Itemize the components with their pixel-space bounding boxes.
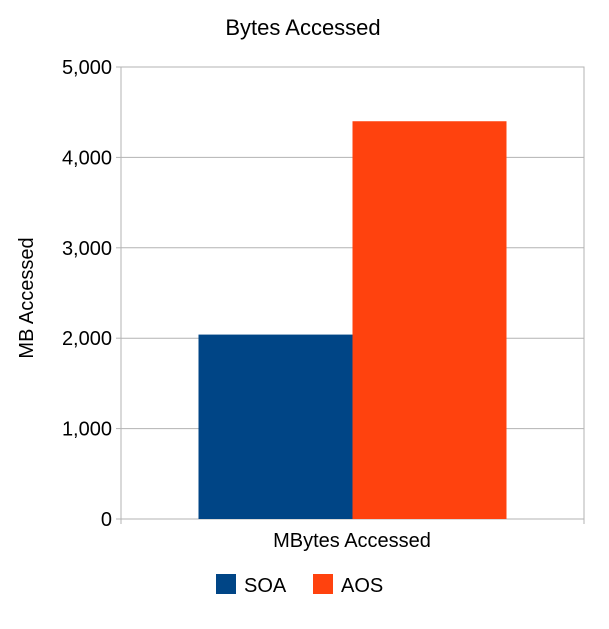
y-axis-ticks: 0 1,000 2,000 3,000 4,000 5,000: [62, 57, 585, 531]
bars: [198, 121, 507, 520]
legend-label-aos: AOS: [341, 575, 383, 597]
legend-label-soa: SOA: [244, 575, 287, 597]
legend-swatch-soa: [216, 574, 236, 594]
y-tick-label: 2,000: [62, 328, 112, 350]
y-axis-label: MB Accessed: [16, 237, 38, 358]
legend-swatch-aos: [313, 574, 333, 594]
legend: SOA AOS: [216, 574, 383, 597]
x-category-label: MBytes Accessed: [273, 530, 431, 552]
y-tick-label: 1,000: [62, 419, 112, 441]
bar-soa: [198, 334, 353, 519]
y-tick-label: 3,000: [62, 238, 112, 260]
y-tick-label: 5,000: [62, 57, 112, 79]
chart-title: Bytes Accessed: [225, 15, 380, 40]
y-tick-label: 0: [101, 509, 112, 531]
bar-aos: [352, 121, 507, 520]
y-tick-label: 4,000: [62, 147, 112, 169]
